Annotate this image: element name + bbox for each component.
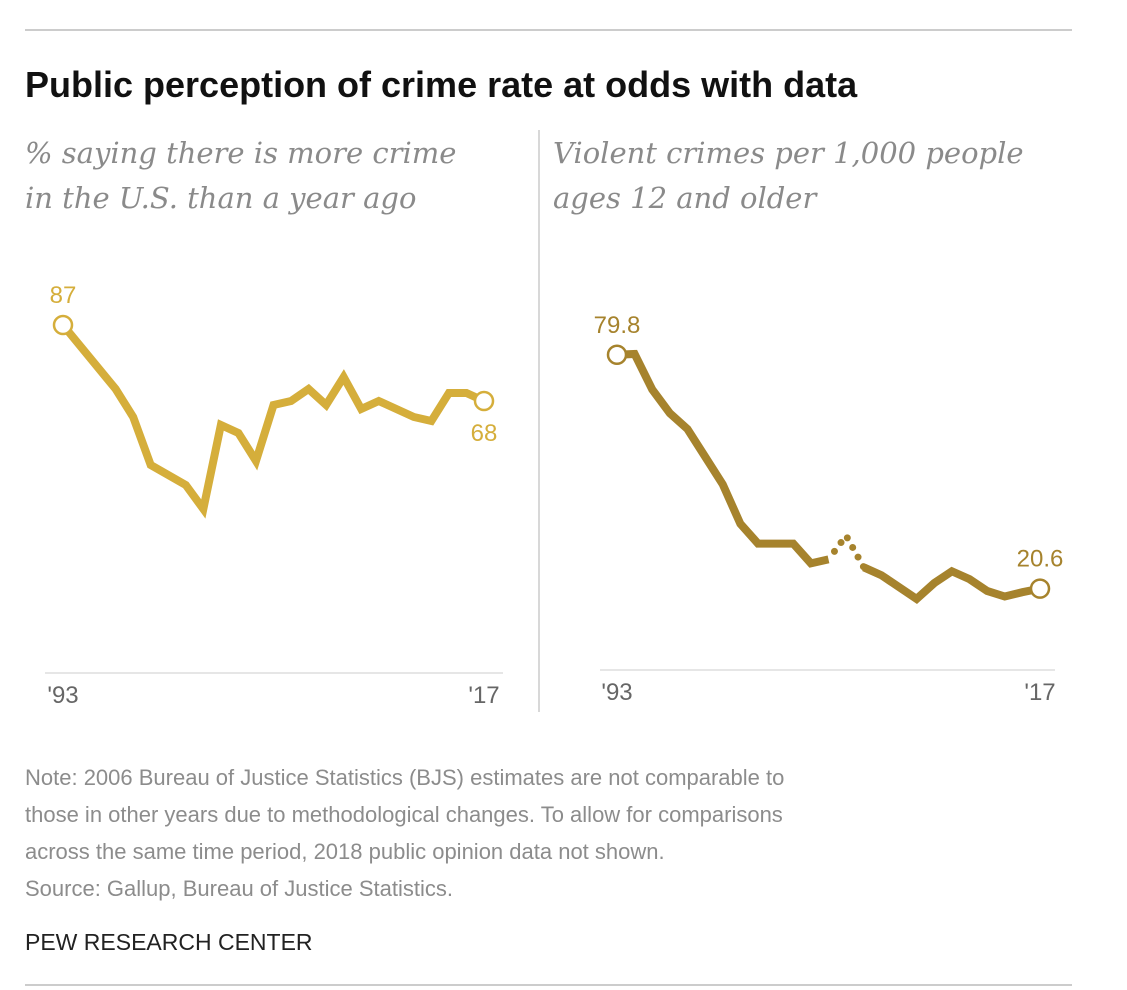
note-line: across the same time period, 2018 public… bbox=[25, 839, 665, 864]
end-marker bbox=[1029, 578, 1051, 599]
data-label: 68 bbox=[471, 420, 498, 447]
line bbox=[862, 563, 1041, 604]
x-tick-label: '17 bbox=[1024, 679, 1055, 706]
x-tick-label: '93 bbox=[601, 679, 632, 706]
note-line: Note: 2006 Bureau of Justice Statistics … bbox=[25, 765, 784, 790]
data-label: 87 bbox=[50, 282, 77, 309]
brand: PEW RESEARCH CENTER bbox=[25, 929, 313, 955]
x-tick-label: '17 bbox=[468, 682, 499, 709]
subtitle: in the U.S. than a year ago bbox=[25, 181, 416, 215]
source: Source: Gallup, Bureau of Justice Statis… bbox=[25, 876, 453, 901]
title: Public perception of crime rate at odds … bbox=[25, 64, 858, 105]
dotted-line bbox=[825, 529, 868, 571]
end-marker bbox=[606, 344, 628, 366]
data-label: 20.6 bbox=[1017, 546, 1064, 573]
end-marker bbox=[52, 314, 74, 336]
subtitle: % saying there is more crime bbox=[25, 136, 456, 170]
data-label: 79.8 bbox=[594, 312, 641, 339]
note-line: those in other years due to methodologic… bbox=[25, 802, 783, 827]
x-tick-label: '93 bbox=[47, 682, 78, 709]
line bbox=[616, 349, 830, 568]
line bbox=[59, 322, 486, 519]
subtitle: Violent crimes per 1,000 people bbox=[553, 136, 1024, 170]
subtitle: ages 12 and older bbox=[553, 181, 818, 215]
end-marker bbox=[473, 390, 495, 412]
